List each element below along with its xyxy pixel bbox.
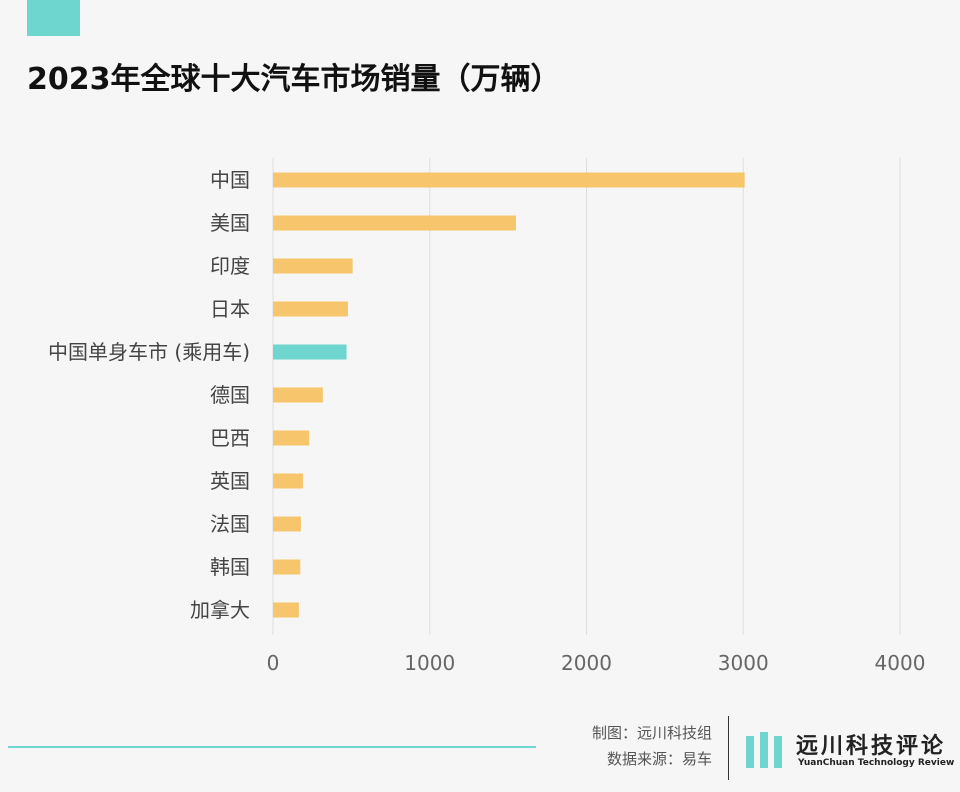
category-label: 中国 — [210, 168, 250, 192]
bar — [273, 215, 516, 231]
bar — [273, 473, 303, 489]
bar — [273, 301, 348, 317]
category-label: 美国 — [210, 211, 250, 235]
bar — [273, 387, 323, 403]
bar — [273, 430, 310, 446]
logo-name-cn: 远川科技评论 — [796, 734, 947, 759]
credit-author: 制图：远川科技组 — [591, 724, 712, 742]
category-label: 日本 — [210, 297, 250, 321]
x-tick-label: 1000 — [404, 651, 455, 675]
category-label: 韩国 — [210, 555, 250, 579]
logo-name-en: YuanChuan Technology Review — [798, 758, 955, 768]
credits: 制图：远川科技组 数据来源：易车 — [592, 720, 712, 772]
x-tick-label: 2000 — [561, 651, 612, 675]
x-tick-label: 4000 — [875, 651, 926, 675]
category-label: 英国 — [210, 469, 250, 493]
credit-source: 数据来源：易车 — [606, 750, 712, 768]
category-label: 印度 — [210, 254, 250, 278]
category-label: 巴西 — [210, 426, 250, 450]
bar — [273, 172, 745, 188]
x-tick-label: 0 — [267, 651, 280, 675]
footer-divider — [728, 716, 729, 780]
category-label: 德国 — [210, 383, 250, 407]
brand-mark-icon — [746, 732, 782, 768]
footer-accent-line — [8, 746, 536, 748]
category-label: 加拿大 — [190, 598, 250, 622]
x-tick-label: 3000 — [718, 651, 769, 675]
accent-block — [27, 0, 80, 36]
brand-logo: 远川科技评论 YuanChuan Technology Review — [744, 728, 954, 776]
bar — [273, 602, 299, 618]
bar — [273, 516, 301, 532]
bar — [273, 559, 301, 575]
bar — [273, 344, 347, 360]
category-label: 中国单身车市 (乘用车) — [48, 340, 250, 364]
chart-title: 2023年全球十大汽车市场销量（万辆） — [27, 62, 561, 97]
bar — [273, 258, 353, 274]
category-label: 法国 — [210, 512, 250, 536]
